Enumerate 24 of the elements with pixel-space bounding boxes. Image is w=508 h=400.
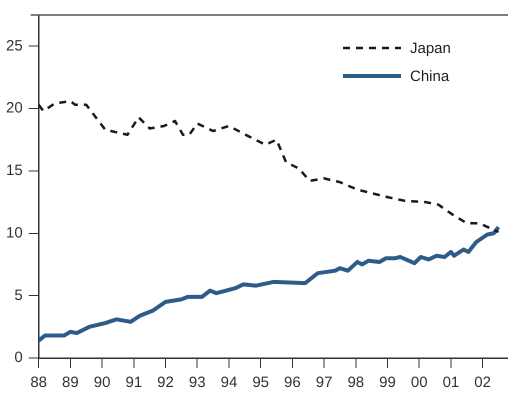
line-series bbox=[38, 100, 500, 234]
x-tick-label: 01 bbox=[442, 374, 460, 392]
y-tick-label: 0 bbox=[14, 349, 23, 366]
x-tick-label: 95 bbox=[252, 374, 269, 392]
x-tick-label: 98 bbox=[347, 374, 364, 392]
x-tick-label: 00 bbox=[410, 374, 428, 392]
x-tick-label: 97 bbox=[316, 374, 332, 392]
x-tick-label: 93 bbox=[188, 374, 206, 392]
x-tick-label: 94 bbox=[220, 374, 238, 392]
x-tick-label: 96 bbox=[284, 374, 301, 392]
x-tick-label: 91 bbox=[125, 374, 142, 392]
x-tick-label: 92 bbox=[157, 374, 174, 392]
y-tick-label: 15 bbox=[6, 162, 23, 180]
y-tick-label: 10 bbox=[6, 224, 23, 242]
x-tick-label: 88 bbox=[30, 374, 48, 392]
legend-label: China bbox=[410, 68, 450, 86]
legend-label: Japan bbox=[410, 40, 451, 58]
x-tick-label: 89 bbox=[62, 374, 79, 392]
y-tick-label: 5 bbox=[14, 286, 23, 304]
x-tick-label: 99 bbox=[379, 374, 396, 392]
x-tick-label: 02 bbox=[474, 374, 491, 392]
x-tick-label: 90 bbox=[94, 374, 110, 392]
y-tick-label: 20 bbox=[6, 100, 23, 117]
y-tick-label: 25 bbox=[6, 37, 23, 54]
